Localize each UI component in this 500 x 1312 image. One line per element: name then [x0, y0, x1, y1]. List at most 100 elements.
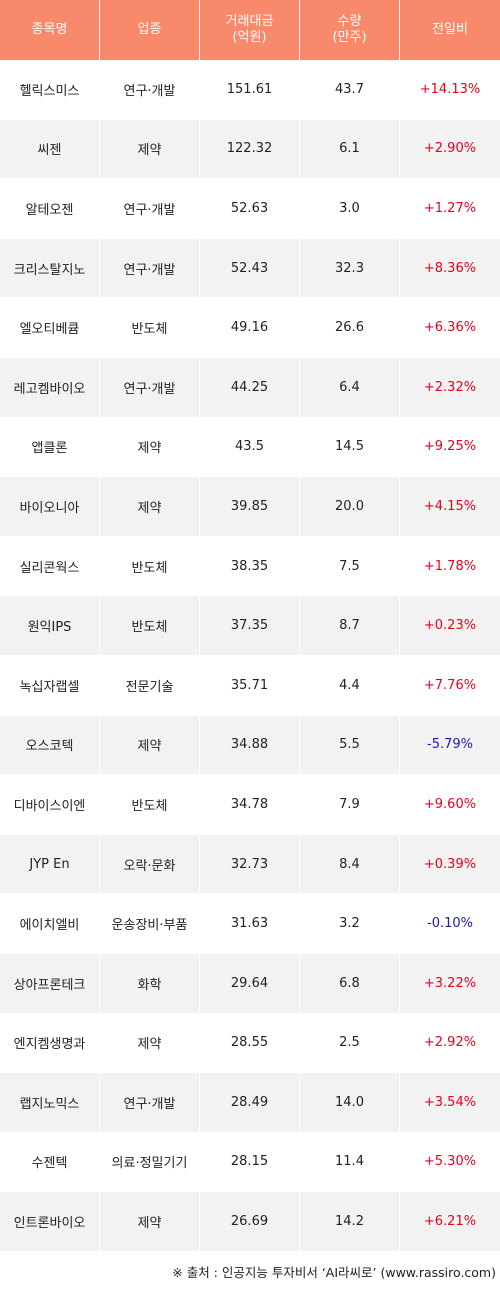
table-row: 오스코텍 제약 34.88 5.5 -5.79% — [0, 715, 500, 776]
sector-cell: 오락·문화 — [100, 834, 200, 895]
trade-value-cell: 38.35 — [200, 536, 300, 597]
stock-name-cell: 레고켐바이오 — [0, 357, 100, 418]
change-cell: +3.22% — [400, 953, 500, 1014]
table-row: 앱클론 제약 43.5 14.5 +9.25% — [0, 417, 500, 478]
change-cell: +2.90% — [400, 119, 500, 180]
table-row: 알테오젠 연구·개발 52.63 3.0 +1.27% — [0, 179, 500, 239]
table-row: 에이치엘비 운송장비·부품 31.63 3.2 -0.10% — [0, 894, 500, 954]
sector-cell: 운송장비·부품 — [100, 894, 200, 954]
stock-name-cell: 에이치엘비 — [0, 894, 100, 954]
volume-cell: 11.4 — [300, 1132, 400, 1193]
trade-value-cell: 37.35 — [200, 596, 300, 656]
header-change: 전일비 — [400, 0, 500, 60]
sector-cell: 제약 — [100, 1192, 200, 1252]
stock-name-cell: JYP En — [0, 834, 100, 895]
change-cell: +2.92% — [400, 1013, 500, 1074]
stock-name-cell: 수젠텍 — [0, 1132, 100, 1193]
change-cell: +7.76% — [400, 655, 500, 716]
sector-cell: 연구·개발 — [100, 60, 200, 120]
volume-cell: 3.2 — [300, 894, 400, 954]
table-row: 인트론바이오 제약 26.69 14.2 +6.21% — [0, 1192, 500, 1252]
header-trade-value: 거래대금 (억원) — [200, 0, 300, 60]
volume-cell: 14.0 — [300, 1073, 400, 1133]
volume-cell: 6.1 — [300, 119, 400, 180]
volume-cell: 43.7 — [300, 60, 400, 120]
volume-cell: 7.9 — [300, 775, 400, 835]
change-cell: +8.36% — [400, 238, 500, 299]
stock-name-cell: 오스코텍 — [0, 715, 100, 776]
trade-value-cell: 28.49 — [200, 1073, 300, 1133]
sector-cell: 반도체 — [100, 298, 200, 358]
sector-cell: 제약 — [100, 477, 200, 537]
sector-cell: 반도체 — [100, 536, 200, 597]
sector-cell: 제약 — [100, 119, 200, 180]
table-row: 랩지노믹스 연구·개발 28.49 14.0 +3.54% — [0, 1073, 500, 1133]
stock-name-cell: 상아프론테크 — [0, 953, 100, 1014]
stock-name-cell: 랩지노믹스 — [0, 1073, 100, 1133]
volume-cell: 26.6 — [300, 298, 400, 358]
stock-name-cell: 디바이스이엔 — [0, 775, 100, 835]
change-cell: +9.60% — [400, 775, 500, 835]
trade-value-cell: 28.15 — [200, 1132, 300, 1193]
table-row: 크리스탈지노 연구·개발 52.43 32.3 +8.36% — [0, 238, 500, 299]
stock-name-cell: 씨젠 — [0, 119, 100, 180]
trade-value-cell: 32.73 — [200, 834, 300, 895]
volume-cell: 14.5 — [300, 417, 400, 478]
volume-cell: 5.5 — [300, 715, 400, 776]
volume-cell: 6.8 — [300, 953, 400, 1014]
header-volume-label: 수량 — [337, 14, 362, 29]
volume-cell: 6.4 — [300, 357, 400, 418]
table-row: 디바이스이엔 반도체 34.78 7.9 +9.60% — [0, 775, 500, 835]
trade-value-cell: 29.64 — [200, 953, 300, 1014]
trade-value-cell: 35.71 — [200, 655, 300, 716]
trade-value-cell: 28.55 — [200, 1013, 300, 1074]
stock-name-cell: 인트론바이오 — [0, 1192, 100, 1252]
volume-cell: 4.4 — [300, 655, 400, 716]
table-body: 헬릭스미스 연구·개발 151.61 43.7 +14.13% 씨젠 제약 122.32 6.1… — [0, 60, 500, 1252]
table-row: JYP En 오락·문화 32.73 8.4 +0.39% — [0, 834, 500, 895]
trade-value-cell: 52.43 — [200, 238, 300, 299]
stock-table: 종목명 업종 거래대금 (억원) 수량 (만주) 전일비 헬릭스미스 연구·개발 1… — [0, 0, 500, 1252]
trade-value-cell: 52.63 — [200, 179, 300, 239]
change-cell: +9.25% — [400, 417, 500, 478]
volume-cell: 3.0 — [300, 179, 400, 239]
change-cell: +1.78% — [400, 536, 500, 597]
sector-cell: 연구·개발 — [100, 238, 200, 299]
change-cell: +1.27% — [400, 179, 500, 239]
sector-cell: 제약 — [100, 715, 200, 776]
trade-value-cell: 151.61 — [200, 60, 300, 120]
header-name: 종목명 — [0, 0, 100, 60]
header-trade-value-unit: (억원) — [232, 30, 267, 45]
change-cell: +14.13% — [400, 60, 500, 120]
change-cell: +0.39% — [400, 834, 500, 895]
table-row: 엔지켐생명과 제약 28.55 2.5 +2.92% — [0, 1013, 500, 1074]
change-cell: +3.54% — [400, 1073, 500, 1133]
stock-name-cell: 앱클론 — [0, 417, 100, 478]
table-row: 헬릭스미스 연구·개발 151.61 43.7 +14.13% — [0, 60, 500, 120]
volume-cell: 14.2 — [300, 1192, 400, 1252]
sector-cell: 제약 — [100, 417, 200, 478]
table-row: 상아프론테크 화학 29.64 6.8 +3.22% — [0, 953, 500, 1014]
sector-cell: 의료·정밀기기 — [100, 1132, 200, 1193]
volume-cell: 2.5 — [300, 1013, 400, 1074]
trade-value-cell: 34.88 — [200, 715, 300, 776]
sector-cell: 전문기술 — [100, 655, 200, 716]
table-header: 종목명 업종 거래대금 (억원) 수량 (만주) 전일비 — [0, 0, 500, 60]
trade-value-cell: 122.32 — [200, 119, 300, 180]
table-row: 수젠텍 의료·정밀기기 28.15 11.4 +5.30% — [0, 1132, 500, 1193]
sector-cell: 반도체 — [100, 596, 200, 656]
sector-cell: 화학 — [100, 953, 200, 1014]
change-cell: -5.79% — [400, 715, 500, 776]
stock-name-cell: 헬릭스미스 — [0, 60, 100, 120]
source-note: ※ 출처 : 인공지능 투자비서 ‘AI라씨로’ (www.rassiro.co… — [172, 1265, 496, 1280]
stock-name-cell: 엘오티베큠 — [0, 298, 100, 358]
change-cell: +0.23% — [400, 596, 500, 656]
trade-value-cell: 49.16 — [200, 298, 300, 358]
change-cell: +4.15% — [400, 477, 500, 537]
stock-name-cell: 엔지켐생명과 — [0, 1013, 100, 1074]
change-cell: -0.10% — [400, 894, 500, 954]
table-row: 엘오티베큠 반도체 49.16 26.6 +6.36% — [0, 298, 500, 358]
header-trade-value-label: 거래대금 — [225, 14, 274, 29]
volume-cell: 20.0 — [300, 477, 400, 537]
